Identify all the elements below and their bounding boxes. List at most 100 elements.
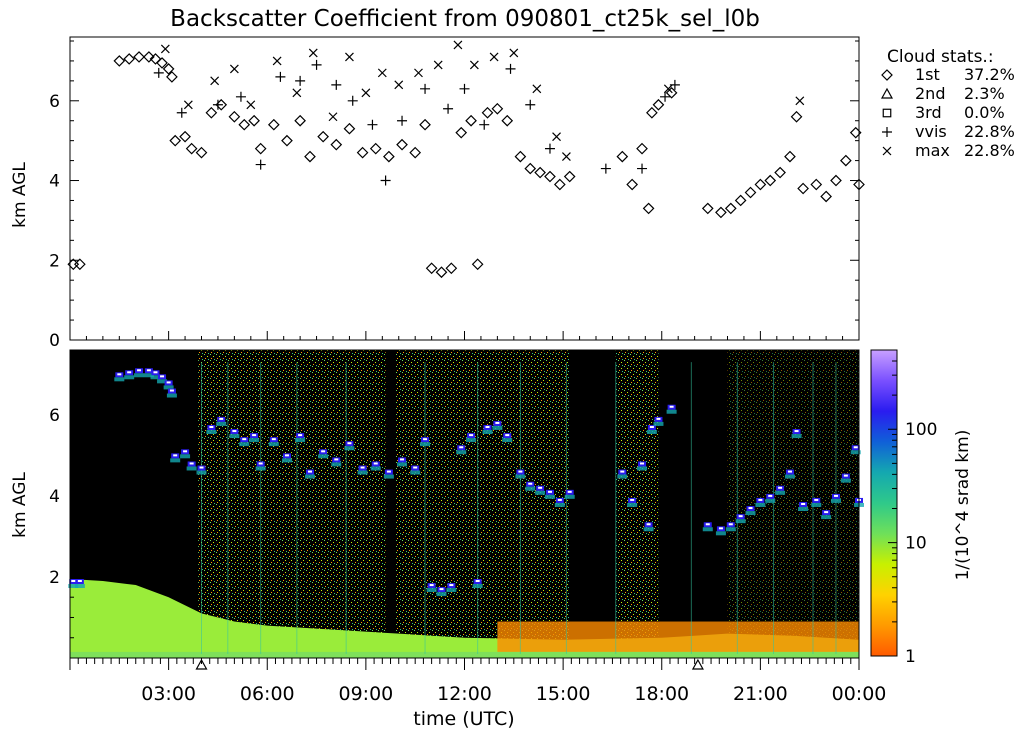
point-diamond	[356, 146, 369, 159]
cloud-signal-edge	[383, 474, 394, 479]
point-diamond	[553, 178, 566, 191]
point-diamond	[764, 174, 777, 187]
bottom-x-tick-label: 12:00	[437, 683, 492, 705]
cloud-signal-edge	[830, 498, 841, 503]
legend-rows: 1st 37.2% 2nd 2.3% 3rd 0.0% vvis 22.8% max 22.8%	[880, 65, 1015, 160]
legend-percent: 2.3%	[964, 84, 1005, 103]
point-diamond	[465, 114, 477, 127]
cloud-signal-edge	[157, 379, 168, 384]
legend-marker-triangle	[880, 87, 894, 99]
legend-label: 2nd	[915, 84, 945, 103]
cloud-signal-core	[169, 389, 174, 392]
cloud-signal-edge	[281, 458, 292, 463]
point-diamond	[544, 170, 556, 183]
point-x	[469, 60, 479, 70]
cloud-signal-core	[538, 486, 543, 489]
point-x	[377, 68, 387, 78]
point-diamond	[491, 102, 504, 115]
point-plus	[212, 99, 223, 110]
cloud-signal-core	[252, 434, 257, 437]
cloud-signal-edge	[180, 454, 191, 459]
noise-region	[198, 350, 386, 658]
cloud-signal-edge	[397, 462, 408, 467]
point-diamond	[636, 142, 648, 155]
point-x	[489, 52, 499, 62]
cloud-signal-core	[557, 498, 562, 501]
point-diamond	[369, 142, 382, 155]
cloud-signal-core	[649, 426, 654, 428]
noise-region	[727, 350, 859, 658]
cloud-signal-edge	[617, 474, 628, 479]
cloud-signal-core	[758, 498, 763, 501]
point-plus	[479, 119, 490, 130]
point-x	[345, 52, 354, 62]
bottom-panel: 246 03:00 06:00 09:00 12:00 15:00 18:00 21:00 0…	[10, 349, 886, 730]
cloud-signal-core	[117, 373, 122, 376]
cloud-signal-core	[160, 375, 165, 378]
point-x	[210, 76, 220, 86]
cloud-signal-core	[284, 454, 289, 457]
point-diamond	[849, 126, 862, 139]
point-diamond	[481, 106, 494, 119]
point-diamond	[646, 106, 658, 119]
cloud-signal-core	[232, 430, 237, 433]
point-plus	[420, 83, 431, 94]
top-panel: 0 2 4 6 km AGL	[10, 36, 865, 351]
cloud-signal-core	[373, 462, 378, 465]
cloud-signal-core	[814, 498, 819, 501]
cloud-signal-edge	[840, 478, 851, 483]
cloud-signal-edge	[216, 421, 227, 426]
point-diamond	[642, 202, 655, 215]
legend-percent: 37.2%	[964, 65, 1015, 84]
colorbar-tick-label: 100	[905, 420, 937, 440]
point-diamond	[123, 53, 136, 65]
cloud-signal-core	[824, 511, 829, 514]
point-diamond	[179, 130, 191, 143]
cloud-signal-edge	[735, 519, 746, 524]
colorbar-tick-label: 1	[905, 647, 916, 667]
point-x	[246, 100, 256, 110]
point-x	[795, 96, 805, 106]
point-diamond	[113, 55, 126, 67]
point-x	[414, 68, 423, 78]
point-diamond	[626, 178, 639, 191]
cloud-signal-edge	[370, 466, 381, 471]
point-diamond	[228, 110, 241, 123]
point-plus	[367, 119, 378, 130]
cloud-signal-edge	[134, 373, 145, 378]
point-x	[183, 100, 193, 110]
cloud-signal-edge	[114, 377, 125, 382]
cloud-signal-edge	[643, 527, 654, 532]
cloud-signal-edge	[745, 511, 756, 516]
cloud-signal-core	[669, 405, 674, 408]
cloud-signal-core	[413, 466, 418, 469]
cloud-signal-edge	[702, 527, 713, 532]
cloud-signal-core	[547, 490, 552, 493]
point-diamond	[143, 51, 155, 63]
point-diamond	[471, 258, 484, 271]
point-diamond	[254, 142, 267, 155]
point-plus	[505, 63, 516, 74]
cloud-signal-core	[146, 369, 151, 372]
point-diamond	[563, 170, 576, 183]
cloud-signal-edge	[249, 438, 260, 443]
cloud-stats-legend: Cloud stats.: 1st 37.2% 2nd 2.3% 3rd 0.0% vvis…	[880, 47, 1015, 160]
cloud-signal-core	[127, 371, 132, 374]
legend-label: 1st	[915, 65, 940, 84]
bottom-y-tick-label: 4	[49, 487, 60, 507]
cloud-signal-core	[242, 438, 247, 441]
noise-region	[395, 350, 570, 658]
cloud-signal-edge	[420, 442, 431, 447]
cloud-signal-edge	[331, 462, 342, 467]
cloud-signal-edge	[436, 592, 447, 597]
point-diamond	[790, 110, 803, 123]
cloud-signal-core	[137, 369, 142, 372]
point-plus	[311, 59, 322, 70]
cloud-signal-core	[528, 482, 533, 485]
cloud-signal-core	[183, 450, 188, 453]
point-plus	[347, 95, 358, 106]
cloud-signal-edge	[515, 474, 526, 479]
point-x	[272, 56, 282, 66]
axis-triangle-marker	[691, 658, 704, 670]
